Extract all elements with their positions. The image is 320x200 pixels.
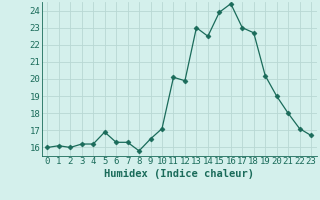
X-axis label: Humidex (Indice chaleur): Humidex (Indice chaleur) xyxy=(104,169,254,179)
